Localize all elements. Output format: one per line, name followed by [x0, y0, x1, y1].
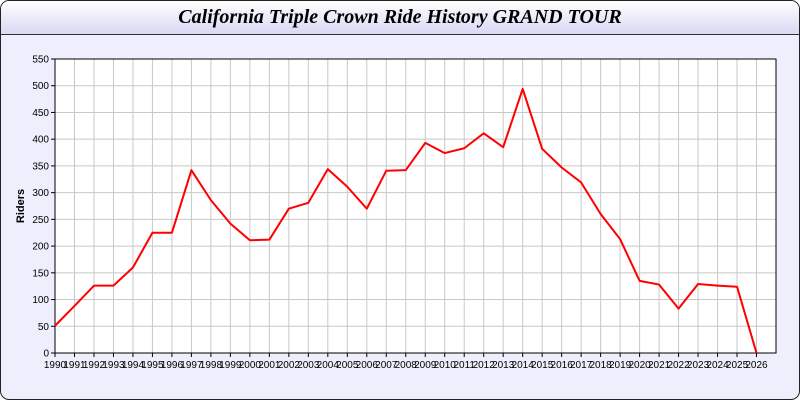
plot-border	[54, 58, 777, 354]
plot-area	[54, 58, 777, 354]
x-tick-label: 2018	[589, 360, 612, 371]
y-tick-label: 400	[32, 135, 49, 146]
y-tick-label: 200	[32, 242, 49, 253]
x-tick-label: 2001	[258, 360, 281, 371]
x-tick-label: 2000	[239, 360, 262, 371]
x-tick-label: 2023	[687, 360, 710, 371]
y-tick-label: 50	[38, 322, 50, 333]
x-tick-label: 1994	[122, 360, 145, 371]
x-tick-label: 2005	[336, 360, 359, 371]
x-tick-label: 2020	[628, 360, 651, 371]
x-tick-label: 1993	[102, 360, 125, 371]
y-tick-label: 450	[32, 108, 49, 119]
y-tick-label: 350	[32, 161, 49, 172]
y-tick-label: 550	[32, 55, 49, 66]
x-tick-label: 1992	[83, 360, 106, 371]
x-tick-label: 2010	[434, 360, 457, 371]
x-tick-label: 2022	[667, 360, 690, 371]
x-tick-label: 1998	[200, 360, 223, 371]
y-tick-label: 250	[32, 215, 49, 226]
title-bar: California Triple Crown Ride History GRA…	[1, 1, 799, 35]
x-tick-label: 2009	[414, 360, 437, 371]
x-tick-label: 2025	[726, 360, 749, 371]
x-tick-label: 2008	[395, 360, 418, 371]
x-tick-label: 2026	[745, 360, 768, 371]
x-tick-label: 1995	[141, 360, 164, 371]
x-tick-label: 2011	[453, 360, 475, 371]
x-tick-label: 2002	[278, 360, 301, 371]
x-tick-label: 2017	[570, 360, 593, 371]
x-tick-label: 1999	[219, 360, 242, 371]
x-tick-label: 2012	[473, 360, 496, 371]
y-tick-label: 300	[32, 188, 49, 199]
x-tick-label: 1990	[44, 360, 67, 371]
x-tick-label: 2007	[375, 360, 398, 371]
x-tick-label: 1991	[63, 360, 86, 371]
x-tick-label: 2003	[297, 360, 320, 371]
x-tick-label: 2015	[531, 360, 554, 371]
y-tick-label: 0	[43, 349, 49, 360]
y-tick-label: 500	[32, 81, 49, 92]
y-axis-ticks: 0 50 100 150 200 250 300 350 400 450 500 550	[32, 55, 55, 360]
x-tick-label: 2016	[551, 360, 574, 371]
x-tick-label: 1997	[180, 360, 203, 371]
x-tick-label: 2006	[356, 360, 379, 371]
y-axis-label: Riders	[15, 189, 27, 223]
x-axis-ticks: 1990199119921993199419951996199719981999…	[44, 353, 768, 371]
y-tick-label: 100	[32, 295, 49, 306]
x-tick-label: 2014	[512, 360, 535, 371]
x-tick-label: 2013	[492, 360, 515, 371]
x-tick-label: 2021	[648, 360, 671, 371]
series	[54, 87, 758, 354]
x-tick-label: 2004	[317, 360, 340, 371]
chart-title: California Triple Crown Ride History GRA…	[178, 6, 622, 28]
y-tick-label: 150	[32, 268, 49, 279]
x-tick-label: 2024	[706, 360, 729, 371]
x-tick-label: 1996	[161, 360, 184, 371]
x-tick-label: 2019	[609, 360, 632, 371]
